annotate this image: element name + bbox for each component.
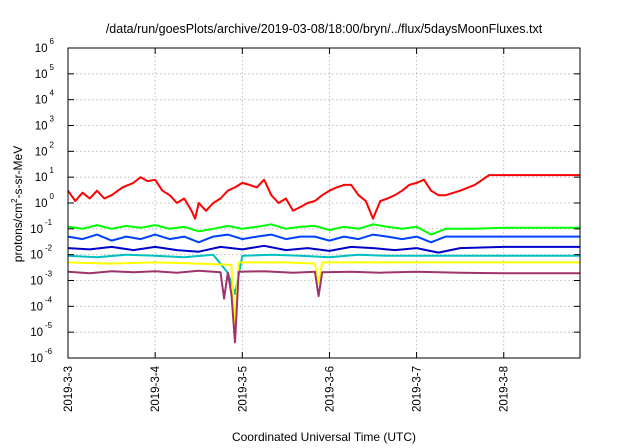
x-tick-label: 2019-3-6 xyxy=(324,366,336,412)
x-tick-label: 2019-3-3 xyxy=(63,366,75,412)
x-axis-label: Coordinated Universal Time (UTC) xyxy=(232,430,416,444)
y-tick-label-exponent: 6 xyxy=(50,37,55,46)
y-tick-label-exponent: 4 xyxy=(50,89,55,98)
y-tick-label-exponent: 1 xyxy=(50,166,55,175)
y-tick-label-base: 10 xyxy=(35,198,48,210)
grid xyxy=(68,48,580,358)
series-line-2 xyxy=(67,223,580,236)
y-tick-label: 10 xyxy=(30,276,43,288)
y-tick-label: 10 xyxy=(30,301,43,313)
y-tick-label-base: 10 xyxy=(35,172,48,184)
y-axis-label-post: -s-sr-MeV xyxy=(11,146,25,199)
y-tick-label: 10 xyxy=(35,172,48,184)
x-tick-labels: 2019-3-3 2019-3-4 2019-3-5 2019-3-6 2019-3-7… xyxy=(63,365,511,412)
y-tick-label-base: 10 xyxy=(30,353,43,365)
y-tick-label-exponent: 3 xyxy=(50,115,55,124)
y-tick-label: 10 xyxy=(35,69,48,81)
x-tick-label: 2019-3-5 xyxy=(237,366,249,412)
y-tick-label-base: 10 xyxy=(35,43,48,55)
series-line-7 xyxy=(67,269,580,344)
y-tick-label-base: 10 xyxy=(35,121,48,133)
y-tick-label-base: 10 xyxy=(35,69,48,81)
y-tick-label-base: 10 xyxy=(30,327,43,339)
y-tick-label: 10 xyxy=(30,224,43,236)
y-tick-label-base: 10 xyxy=(30,250,43,262)
y-tick-label: 10 xyxy=(30,250,43,262)
y-tick-label: 10 xyxy=(30,327,43,339)
y-tick-label-exponent: 0 xyxy=(50,192,55,201)
ticks xyxy=(67,47,580,359)
y-axis-label-sup: 2 xyxy=(10,198,19,203)
y-tick-label-exponent: 5 xyxy=(50,63,55,72)
series-line-6 xyxy=(67,261,580,326)
y-tick-label: 10 xyxy=(35,146,48,158)
x-tick-label: 2019-3-8 xyxy=(499,366,511,412)
y-tick-label-base: 10 xyxy=(30,301,43,313)
y-tick-label-exponent: -3 xyxy=(45,270,53,279)
series-line-4 xyxy=(67,244,580,254)
y-tick-label-exponent: -6 xyxy=(45,347,53,356)
y-tick-label: 10 xyxy=(35,121,48,133)
y-tick-label: 10 xyxy=(30,353,43,365)
y-tick-label-exponent: -1 xyxy=(45,218,53,227)
series-group xyxy=(67,174,580,344)
series-line-3 xyxy=(67,233,580,244)
y-tick-label-base: 10 xyxy=(30,224,43,236)
y-tick-label: 10 xyxy=(35,95,48,107)
y-tick-label-exponent: 2 xyxy=(50,140,55,149)
y-tick-labels: 10-610-510-410-310-210-11001011021031041… xyxy=(30,37,54,365)
y-axis-label: protons/cm2-s-sr-MeV xyxy=(10,146,25,262)
y-axis-label-pre: protons/cm xyxy=(11,203,25,262)
chart-title: /data/run/goesPlots/archive/2019-03-08/1… xyxy=(106,22,543,36)
y-tick-label: 10 xyxy=(35,43,48,55)
series-line-5 xyxy=(67,253,580,295)
x-tick-label: 2019-3-4 xyxy=(150,365,162,412)
y-tick-label: 10 xyxy=(35,198,48,210)
x-tick-label: 2019-3-7 xyxy=(412,366,424,412)
y-tick-label-base: 10 xyxy=(30,276,43,288)
y-tick-label-base: 10 xyxy=(35,146,48,158)
y-tick-label-exponent: -2 xyxy=(45,244,53,253)
y-tick-label-base: 10 xyxy=(35,95,48,107)
y-tick-label-exponent: -4 xyxy=(45,295,53,304)
series-line-1 xyxy=(67,174,580,220)
y-tick-label-exponent: -5 xyxy=(45,321,53,330)
